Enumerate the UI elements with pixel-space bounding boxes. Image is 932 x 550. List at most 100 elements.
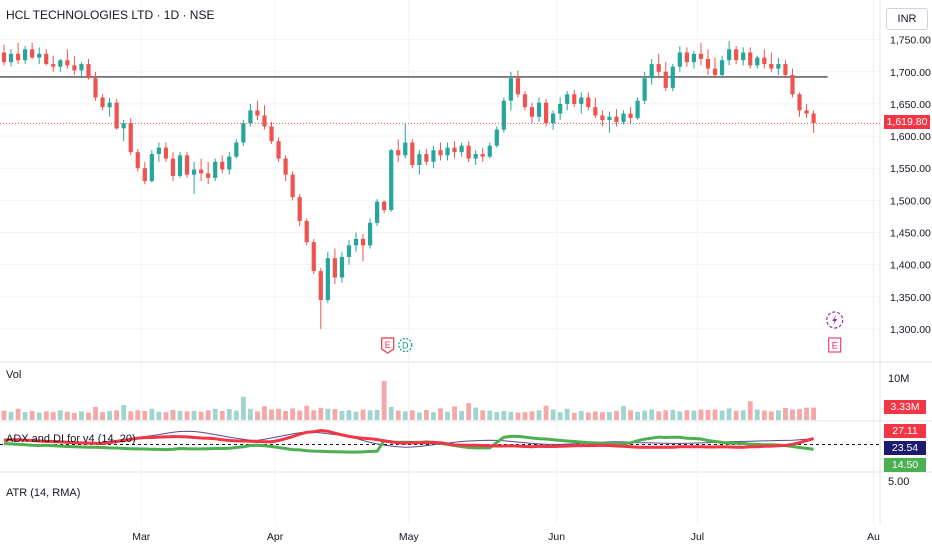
- candle-body: [184, 155, 190, 175]
- volume-bar: [705, 409, 711, 420]
- candle-body: [30, 49, 35, 58]
- adx-panel-label[interactable]: ADX and DI for v4 (14, 20): [6, 433, 136, 445]
- candle-body: [255, 110, 260, 116]
- candle-body: [466, 145, 471, 159]
- candle-body: [635, 100, 640, 119]
- volume-bar: [311, 410, 317, 420]
- candle-body: [529, 107, 535, 117]
- volume-bar: [205, 410, 211, 420]
- volume-bar: [677, 411, 683, 420]
- candle-body: [642, 78, 647, 101]
- volume-bar: [381, 381, 387, 420]
- candle-body: [565, 94, 570, 104]
- candle-body: [107, 102, 112, 108]
- candle-body: [607, 116, 612, 120]
- volume-bar: [79, 411, 84, 420]
- volume-bar: [50, 412, 56, 420]
- volume-bar: [494, 412, 500, 420]
- volume-bar: [107, 411, 112, 420]
- volume-bar: [754, 409, 760, 420]
- candle-body: [670, 66, 675, 88]
- candle-body: [276, 141, 281, 159]
- volume-bar: [325, 408, 331, 420]
- volume-series: [1, 381, 816, 420]
- volume-bar: [15, 408, 21, 420]
- candle-body: [220, 161, 225, 170]
- volume-bar: [635, 411, 640, 420]
- candle-body: [579, 97, 584, 104]
- candle-body: [234, 142, 239, 157]
- candle-body: [691, 53, 697, 63]
- candle-body: [677, 52, 682, 67]
- candle-body: [156, 147, 161, 155]
- candle-body: [719, 60, 725, 75]
- volume-bar: [212, 408, 218, 420]
- candle-body: [522, 94, 528, 108]
- candle-body: [100, 97, 105, 108]
- candle-body: [621, 113, 626, 122]
- volume-bar: [290, 408, 296, 420]
- volume-bar: [564, 408, 570, 420]
- volume-bar: [142, 411, 148, 420]
- volume-bar: [367, 410, 373, 420]
- volume-bar: [811, 407, 816, 420]
- candle-body: [543, 102, 549, 124]
- currency-button[interactable]: INR: [886, 8, 928, 30]
- volume-bar: [649, 409, 655, 420]
- volume-bar: [747, 401, 753, 420]
- candle-body: [339, 256, 345, 278]
- candle-body: [121, 123, 126, 129]
- candle-body: [213, 161, 218, 178]
- adx-value-badge: 23.54: [884, 441, 926, 455]
- volume-bar: [240, 396, 246, 420]
- chart-title[interactable]: HCL TECHNOLOGIES LTD · 1D · NSE: [6, 8, 215, 22]
- di-minus-line: [3, 428, 815, 449]
- volume-bar: [43, 411, 49, 420]
- candle-body: [403, 142, 408, 156]
- atr-panel-label[interactable]: ATR (14, RMA): [6, 487, 81, 499]
- adx-series: [0, 428, 880, 454]
- volume-bar: [402, 411, 408, 420]
- candle-body: [656, 64, 661, 72]
- volume-panel-label[interactable]: Vol: [6, 369, 22, 381]
- volume-bar: [388, 406, 394, 420]
- volume-bar: [297, 410, 303, 420]
- volume-bar: [360, 409, 366, 420]
- candle-body: [748, 52, 753, 66]
- volume-bar: [409, 410, 415, 420]
- candle-body: [551, 113, 556, 124]
- candle-body: [15, 53, 21, 61]
- volume-bar: [621, 406, 626, 420]
- candle-body: [304, 220, 309, 243]
- candle-body: [44, 53, 49, 65]
- volume-bar: [726, 408, 732, 420]
- candle-body: [558, 103, 563, 114]
- price-tick-label: 1,600.00: [890, 131, 931, 143]
- candle-body: [332, 258, 337, 278]
- earnings-marker-label: E: [385, 340, 391, 350]
- candle-body: [811, 113, 816, 124]
- candle-body: [206, 173, 211, 178]
- volume-bar: [57, 410, 63, 420]
- volume-bar: [36, 412, 42, 420]
- candle-body: [424, 154, 429, 162]
- volume-bar: [156, 411, 162, 420]
- candle-body: [283, 158, 288, 175]
- candle-body: [698, 53, 704, 59]
- volume-bar: [248, 408, 253, 420]
- candle-body: [536, 102, 542, 117]
- candle-body: [452, 147, 457, 153]
- candle-body: [51, 64, 56, 67]
- volume-bar: [712, 409, 718, 420]
- volume-bar: [607, 411, 612, 420]
- candle-body: [614, 116, 619, 122]
- volume-bar: [353, 411, 359, 420]
- volume-bar: [670, 409, 676, 420]
- volume-bar: [346, 410, 352, 420]
- volume-bar: [269, 409, 274, 420]
- volume-bar: [1, 410, 7, 420]
- volume-bar: [698, 409, 704, 420]
- price-axis-ticks: 1,750.00 1,700.00 1,650.00 1,600.00 1,550.00…: [890, 35, 931, 336]
